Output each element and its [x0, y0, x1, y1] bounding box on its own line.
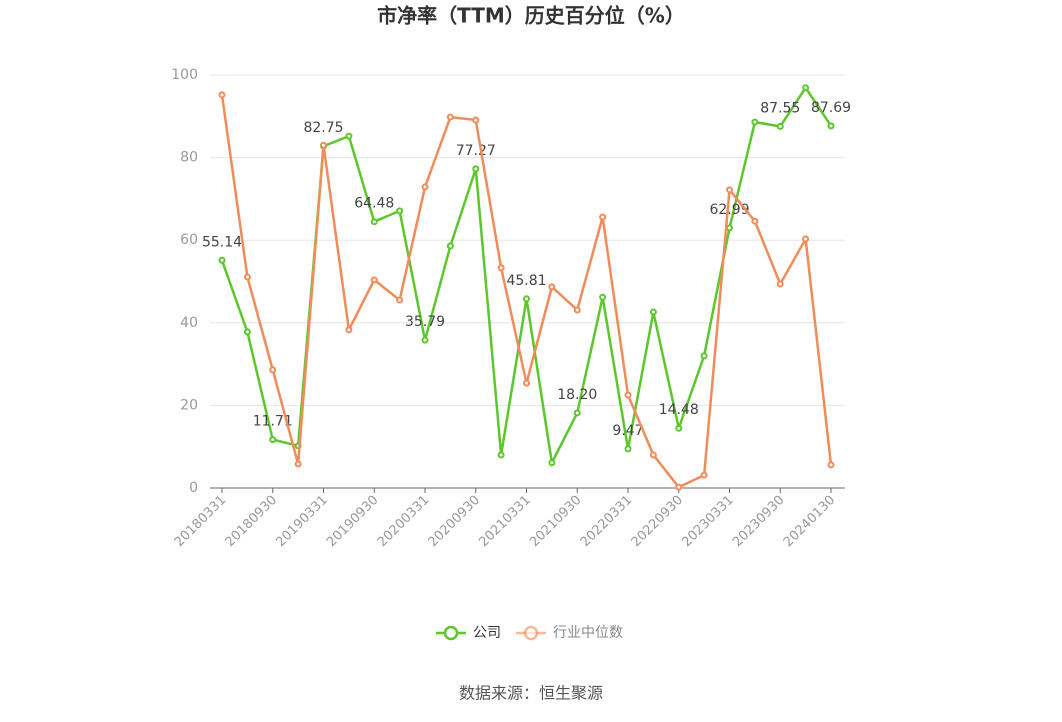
chart-title: 市净率（TTM）历史百分位（%）	[377, 4, 685, 28]
data-label: 45.81	[506, 273, 546, 289]
data-point	[523, 379, 530, 387]
x-tick-label: 20180331	[172, 493, 229, 550]
data-point	[726, 224, 733, 232]
series-line	[220, 94, 833, 489]
data-point	[497, 264, 505, 272]
x-tick-label: 20210331	[476, 493, 533, 550]
data-point	[599, 213, 607, 221]
data-point	[497, 451, 505, 459]
x-tick-label: 20200930	[426, 493, 483, 550]
y-tick-label: 80	[180, 150, 198, 166]
data-point	[523, 295, 530, 303]
data-point	[599, 293, 607, 301]
x-tick-label: 20210930	[527, 493, 584, 550]
data-label: 62.99	[709, 202, 749, 218]
data-point	[345, 132, 353, 140]
data-point	[573, 306, 581, 314]
y-tick-label: 60	[180, 232, 198, 248]
data-point	[649, 451, 657, 459]
data-point	[320, 141, 327, 149]
data-point	[370, 276, 378, 284]
data-point	[776, 280, 784, 288]
source-note: 数据来源：恒生聚源	[459, 684, 603, 703]
x-tick-label: 20240130	[781, 493, 838, 550]
data-point	[827, 122, 835, 130]
y-tick-label: 20	[180, 397, 198, 413]
data-point	[218, 91, 226, 99]
y-tick-label: 40	[180, 315, 198, 331]
data-label: 18.20	[557, 387, 597, 403]
data-point	[624, 445, 632, 453]
data-point	[802, 84, 810, 92]
data-point	[548, 459, 556, 467]
data-point	[624, 391, 632, 399]
legend-item[interactable]: 公司	[436, 625, 501, 641]
data-label: 87.69	[811, 100, 851, 116]
data-label: 14.48	[659, 402, 699, 418]
data-point	[802, 235, 810, 243]
data-point	[396, 296, 404, 304]
data-label: 77.27	[456, 143, 496, 159]
data-point	[573, 409, 581, 417]
data-label: 9.47	[612, 423, 643, 439]
x-tick-label: 20190930	[324, 493, 381, 550]
y-tick-label: 0	[189, 480, 198, 496]
data-label: 64.48	[354, 196, 394, 212]
y-tick-label: 100	[171, 67, 198, 83]
data-point	[396, 207, 404, 215]
data-point	[675, 483, 683, 491]
legend-label: 行业中位数	[553, 625, 623, 641]
data-point	[421, 336, 429, 344]
data-point	[269, 366, 277, 374]
data-point	[345, 326, 353, 334]
data-point	[472, 165, 480, 173]
x-tick-label: 20180930	[223, 493, 280, 550]
data-point	[700, 352, 708, 360]
data-label: 82.75	[303, 120, 343, 136]
x-tick-label: 20220331	[578, 493, 635, 550]
legend-item[interactable]: 行业中位数	[516, 625, 623, 641]
legend-label: 公司	[473, 625, 501, 641]
data-point	[294, 460, 302, 468]
data-point	[370, 218, 378, 226]
data-label: 35.79	[405, 314, 445, 330]
data-point	[472, 116, 480, 124]
data-point	[218, 256, 226, 264]
data-point	[421, 183, 429, 191]
data-point	[776, 122, 784, 130]
x-tick-label: 20230331	[679, 493, 736, 550]
data-point	[243, 273, 251, 281]
data-label: 87.55	[760, 100, 800, 116]
data-point	[649, 308, 657, 316]
legend-marker	[523, 625, 539, 641]
data-point	[751, 217, 759, 225]
legend-marker	[443, 625, 459, 641]
data-point	[675, 424, 683, 432]
x-tick-label: 20200331	[375, 493, 432, 550]
x-tick-label: 20220930	[629, 493, 686, 550]
data-point	[751, 118, 759, 126]
data-label: 55.14	[202, 234, 242, 250]
data-point	[269, 436, 277, 444]
data-point	[243, 328, 251, 336]
data-point	[446, 113, 454, 121]
data-label: 11.71	[253, 414, 293, 430]
data-point	[726, 186, 733, 194]
data-point	[446, 242, 454, 250]
data-point	[548, 283, 556, 291]
data-point	[827, 461, 835, 469]
x-tick-label: 20190331	[273, 493, 330, 550]
data-point	[700, 471, 708, 479]
x-tick-label: 20230930	[730, 493, 787, 550]
